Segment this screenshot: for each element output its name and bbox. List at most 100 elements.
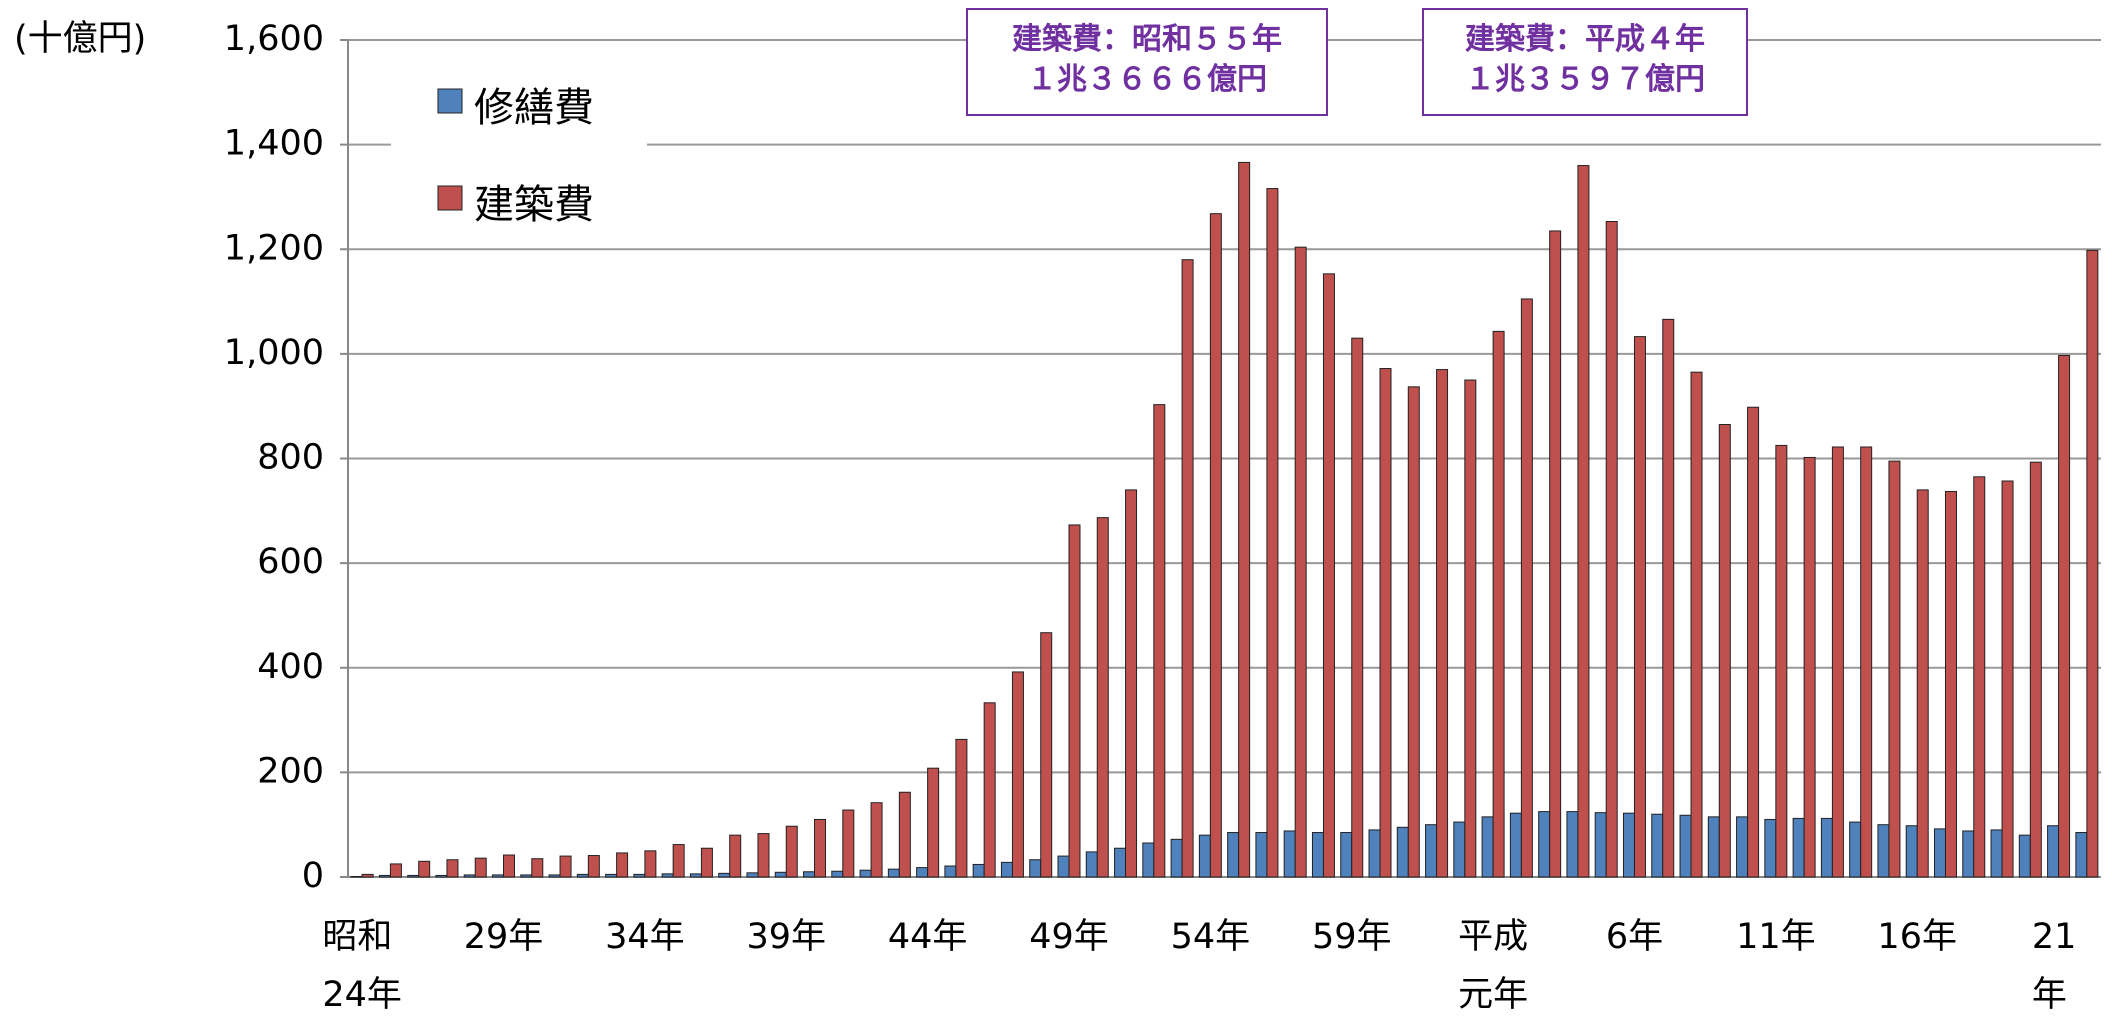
bar [1803,456,1816,878]
bar [361,873,374,878]
bar [1736,816,1749,878]
legend-swatch [437,88,463,114]
legend-swatch [437,185,463,211]
bar [803,871,816,878]
bar [1068,524,1081,878]
y-tick-label: 1,600 [224,19,324,59]
bar [378,874,391,878]
y-tick-label: 1,000 [224,333,324,373]
bar [1831,446,1844,878]
bar [1153,404,1166,878]
bar [1379,368,1392,878]
bar [2001,480,2014,878]
bar [1407,386,1420,878]
bar [1820,817,1833,878]
bar [1538,811,1551,878]
bar [927,767,940,878]
bar [644,850,657,878]
bar [587,855,600,878]
bar [1877,824,1890,878]
bar [700,847,713,878]
y-tick-label: 400 [257,647,324,687]
bar [1775,444,1788,878]
bar [1227,832,1240,878]
bar [1464,379,1477,878]
bar [1340,832,1353,878]
bar [1747,406,1760,878]
y-tick-label: 0 [302,856,324,896]
bar [503,854,516,878]
x-tick-label: 昭和 24年 [322,917,402,1015]
bar [972,863,985,878]
bar [1255,832,1268,878]
bar [887,868,900,878]
annotation: 建築費：昭和５５年 １兆３６６６億円 [966,8,1328,116]
bar [1944,490,1957,878]
bar [718,872,731,878]
bar [633,873,646,878]
bar [814,818,827,878]
bar [446,859,459,878]
bar [474,857,487,878]
bar [1057,855,1070,878]
bar [1690,371,1703,878]
bar [548,874,561,878]
x-tick-label: 6年 [1605,917,1664,957]
bar [2086,249,2099,878]
x-tick-label: 44年 [887,917,968,957]
x-tick-label: 54年 [1170,917,1251,957]
bar [1011,671,1024,878]
bar [1764,818,1777,878]
bar [1916,489,1929,878]
y-tick-label: 600 [257,542,324,582]
y-tick-label: 800 [257,438,324,478]
bar [870,802,883,878]
bar [1322,273,1335,878]
bar [1425,824,1438,878]
bar [389,863,402,878]
bar [2058,354,2071,878]
bar [350,875,363,878]
bar [672,844,685,878]
bar [559,855,572,878]
bar [1509,812,1522,878]
bar [944,865,957,878]
bar [1520,298,1533,878]
bar [1396,826,1409,878]
bar [492,874,505,878]
bar [1566,811,1579,878]
bar [1888,460,1901,878]
x-tick-label: 39年 [746,917,827,957]
bar [1973,476,1986,878]
bar [774,871,787,878]
bar [1718,423,1731,878]
bar [661,873,674,878]
bar [616,852,629,878]
bar [1679,814,1692,878]
bar [1283,830,1296,878]
bar [1040,632,1053,878]
bar [2075,832,2088,878]
bar [831,870,844,878]
bar [2047,825,2060,878]
bar [2018,834,2031,878]
bar [746,872,759,878]
bar [1962,830,1975,878]
bar [1594,812,1607,878]
x-tick-label: 16年 [1877,917,1957,957]
annotation: 建築費：平成４年 １兆３５９７億円 [1422,8,1748,116]
bar [418,860,431,878]
bar [1209,213,1222,878]
bar [1198,834,1211,878]
bar [983,702,996,878]
bar [689,873,702,878]
bar [842,809,855,878]
bar [1453,821,1466,878]
bar [785,825,798,878]
y-axis-label: (十億円) [14,19,147,59]
bar [1368,829,1381,878]
bar [1481,816,1494,878]
bar [898,791,911,878]
